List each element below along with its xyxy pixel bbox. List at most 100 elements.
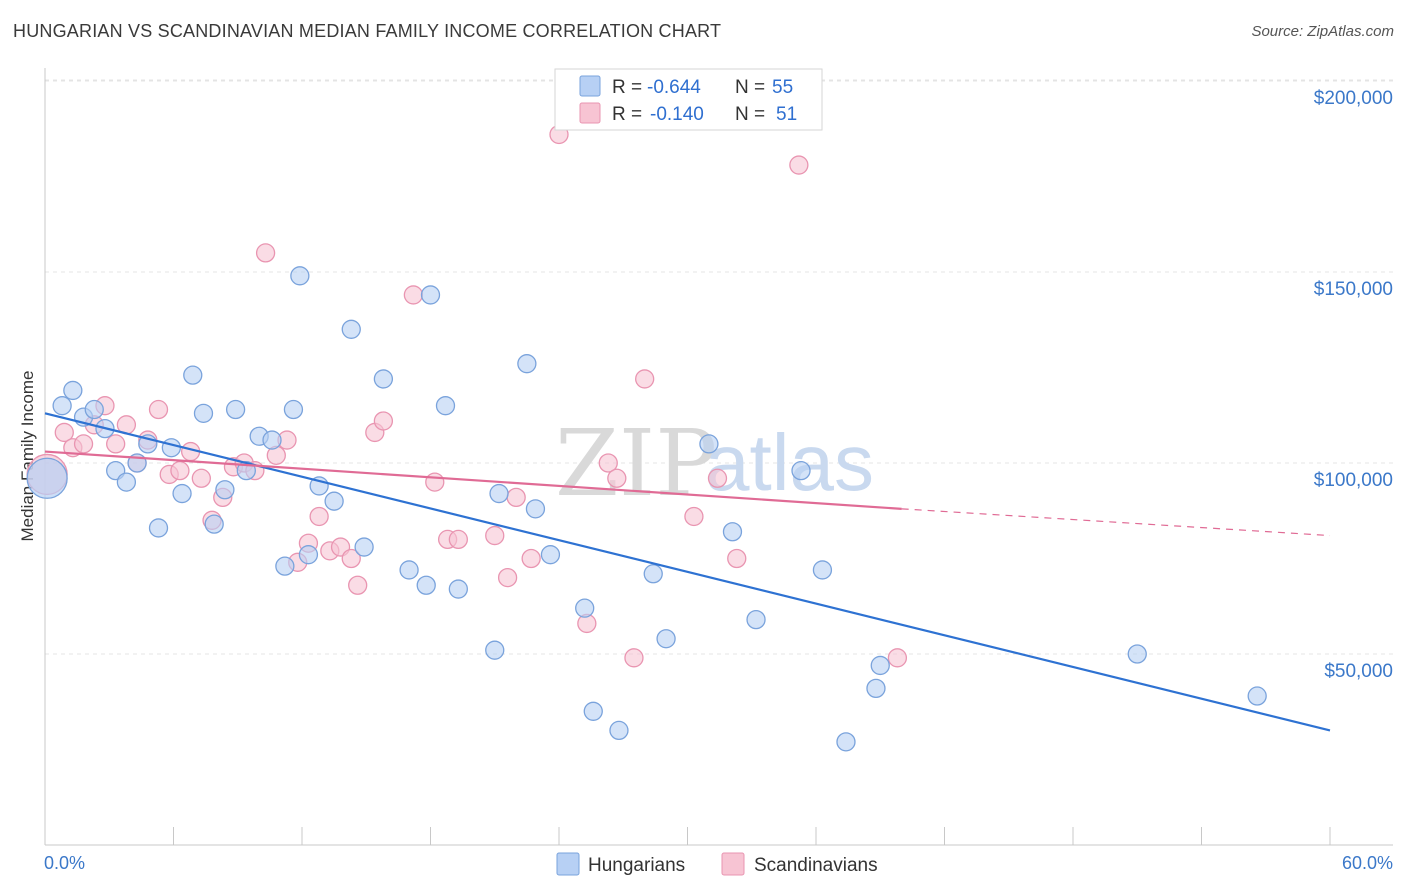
hungarian-point (812, 560, 833, 580)
hungarian-point (172, 483, 192, 504)
watermark-zip: ZIP (555, 410, 717, 517)
hungarian-point (517, 354, 537, 374)
hungarian-point (485, 640, 505, 660)
hungarian-point (26, 457, 68, 499)
bottom-legend-swatch-scandinavians (721, 852, 745, 876)
hungarian-point (836, 732, 856, 752)
hungarian-point (161, 438, 182, 458)
legend-r-label: R = (612, 77, 642, 98)
bottom-legend-swatch-hungarians (556, 852, 580, 876)
hungarian-point (746, 609, 766, 630)
legend-r-value: -0.140 (650, 104, 704, 125)
hungarian-point (722, 522, 743, 542)
legend-swatch-hungarians (579, 75, 601, 97)
hungarian-point (283, 399, 304, 420)
legend-r-label: R = (612, 104, 642, 125)
scandinavian-point (448, 529, 468, 550)
hungarian-point (791, 460, 811, 481)
hungarian-point (1127, 644, 1147, 664)
hungarian-point (84, 399, 104, 420)
scandinavian-point (635, 369, 655, 389)
hungarian-point (1247, 686, 1267, 706)
scandinavian-point (403, 285, 424, 305)
scandinavian-point (887, 648, 908, 668)
scandinavian-point (373, 411, 394, 431)
scandinavian-point (255, 243, 276, 263)
hungarian-point (866, 678, 886, 699)
bottom-legend-label-scandinavians: Scandinavians (754, 855, 878, 876)
grid-lines (45, 79, 1393, 655)
scandinavian-point (106, 434, 126, 454)
scandinavian-point (425, 472, 445, 492)
hungarian-point (575, 598, 595, 618)
hungarian-point (656, 629, 676, 649)
scandinavian-point (789, 155, 809, 175)
scandinavian-trend-line (44, 450, 902, 510)
hungarian-point (298, 545, 319, 565)
legend-n-value: 51 (776, 104, 797, 125)
hungarian-point (609, 720, 629, 741)
bottom-legend-label-hungarians: Hungarians (588, 855, 685, 876)
y-axis-label: Median Family Income (18, 370, 37, 541)
hungarian-point (416, 575, 436, 595)
scandinavian-point (148, 399, 169, 420)
scandinavian-point (727, 548, 747, 569)
hungarian-point (448, 579, 468, 599)
hungarian-point (583, 701, 603, 721)
hungarian-point (354, 537, 374, 557)
watermark-atlas: atlas (705, 418, 874, 507)
hungarian-point (699, 434, 719, 454)
hungarian-point (420, 285, 441, 305)
legend-n-label: N = (735, 104, 765, 125)
scandinavian-point (170, 460, 190, 481)
x-tick-label-min: 0.0% (44, 853, 85, 873)
scandinavian-point (521, 548, 541, 569)
legend-n-value: 55 (772, 77, 793, 98)
hungarian-points (26, 266, 1267, 752)
legend-swatch-scandinavians (579, 102, 601, 124)
scandinavian-point (309, 506, 329, 527)
legend-r-value: -0.644 (647, 77, 701, 98)
hungarian-point (870, 655, 890, 676)
y-tick-label: $50,000 (1324, 661, 1393, 682)
scandinavian-point (54, 422, 74, 443)
hungarian-point (52, 396, 72, 416)
scandinavian-point (624, 648, 644, 668)
scandinavian-point (607, 468, 627, 488)
scandinavian-point (485, 525, 505, 546)
hungarian-point (225, 399, 246, 420)
scandinavian-point (191, 468, 211, 488)
scandinavian-point (598, 453, 618, 473)
hungarian-point (525, 499, 546, 519)
scandinavian-trend-line-extension (901, 508, 1331, 537)
scandinavian-point (348, 575, 368, 595)
series-legend: Hungarians Scandinavians (556, 852, 878, 876)
hungarian-point (540, 545, 561, 565)
y-tick-label: $150,000 (1314, 279, 1393, 300)
scandinavian-point (497, 567, 518, 588)
correlation-legend: R = -0.644 N = 55 R = -0.140 N = 51 (554, 68, 823, 131)
hungarian-point (204, 514, 224, 534)
scandinavian-point (707, 468, 728, 488)
hungarian-point (290, 266, 310, 286)
y-tick-label: $100,000 (1314, 470, 1393, 491)
hungarian-point (373, 369, 394, 389)
scandinavian-point (341, 548, 361, 569)
x-tick-label-max: 60.0% (1342, 853, 1393, 873)
hungarian-point (116, 472, 137, 492)
y-tick-labels: $200,000 $150,000 $100,000 $50,000 (1314, 88, 1393, 682)
hungarian-point (183, 365, 203, 385)
legend-n-label: N = (735, 77, 765, 98)
source-credit: Source: ZipAtlas.com (1251, 23, 1394, 40)
hungarian-point (435, 396, 456, 416)
hungarian-point (341, 319, 361, 339)
hungarian-point (148, 518, 169, 538)
hungarian-point (262, 430, 282, 450)
watermark: ZIP atlas (555, 410, 874, 517)
hungarian-point (275, 556, 295, 576)
trend-lines (44, 412, 1331, 732)
scandinavian-point (684, 506, 704, 527)
hungarian-point (193, 403, 214, 423)
hungarian-point (63, 380, 83, 401)
